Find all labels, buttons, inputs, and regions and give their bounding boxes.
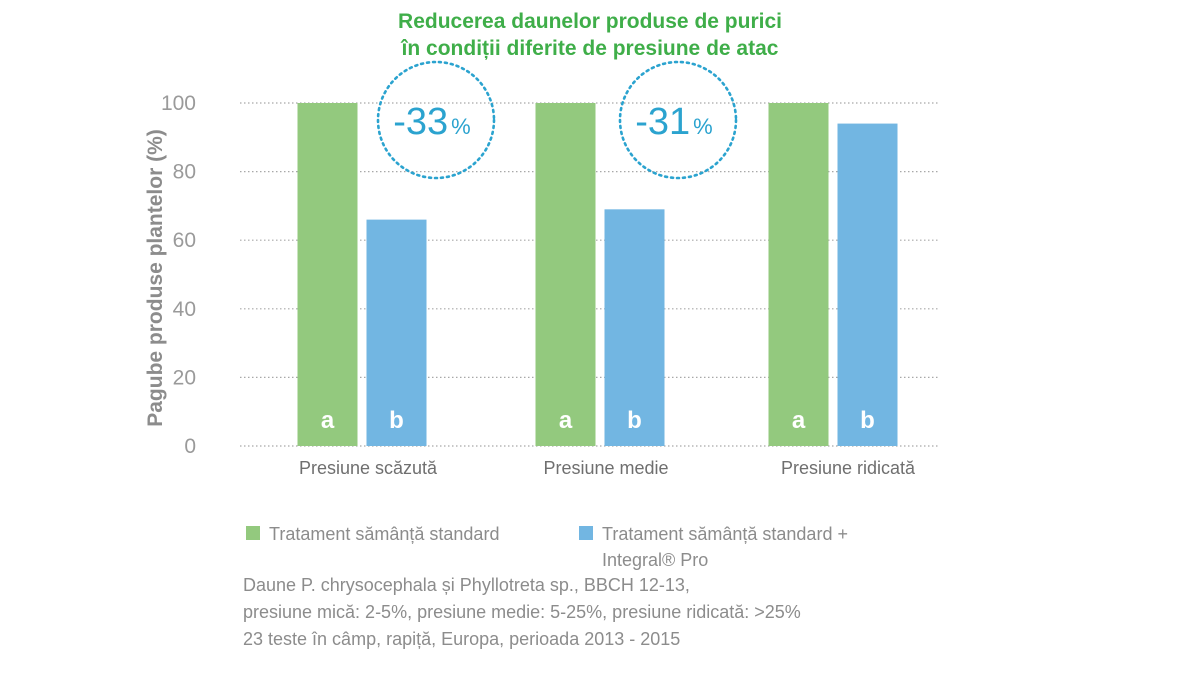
reduction-circle-0 xyxy=(376,60,496,180)
bar-letter-standard-2: a xyxy=(792,407,806,434)
bar-letter-integral-0: b xyxy=(389,407,404,434)
chart-title-line-1: Reducerea daunelor produse de purici xyxy=(398,10,782,33)
footnote-line-1: Daune P. chrysocephala și Phyllotreta sp… xyxy=(243,575,690,595)
bar-standard-1 xyxy=(535,103,596,446)
y-tick-60: 60 xyxy=(173,229,196,252)
y-axis-ticks: 0 20 40 60 80 100 xyxy=(161,92,196,458)
footnote-line-2: presiune mică: 2-5%, presiune medie: 5-2… xyxy=(243,602,801,622)
y-tick-40: 40 xyxy=(173,298,196,321)
bar-letter-integral-2: b xyxy=(860,407,875,434)
legend-label-standard: Tratament sămânță standard xyxy=(269,524,499,544)
footnote-line-3: 23 teste în câmp, rapiță, Europa, perioa… xyxy=(243,629,680,649)
y-tick-80: 80 xyxy=(173,161,196,184)
chart-title-line-2: în condiții diferite de presiune de atac xyxy=(401,37,779,60)
bar-letter-integral-1: b xyxy=(627,407,642,434)
footnotes: Daune P. chrysocephala și Phyllotreta sp… xyxy=(243,575,801,649)
reduction-annotations: -33% -31% xyxy=(376,60,738,180)
reduction-value-0: -33% xyxy=(393,101,470,143)
y-tick-0: 0 xyxy=(184,435,196,458)
bar-integral-1 xyxy=(604,209,665,446)
legend-label-integral-line-2: Integral® Pro xyxy=(602,550,708,570)
y-tick-100: 100 xyxy=(161,92,196,115)
x-axis-categories: Presiune scăzută Presiune medie Presiune r… xyxy=(299,458,916,478)
bar-integral-0 xyxy=(366,219,427,446)
bar-standard-2 xyxy=(768,103,829,446)
bar-integral-2 xyxy=(837,123,898,446)
legend-label-integral-line-1: Tratament sămânță standard + xyxy=(602,524,848,544)
bar-standard-0 xyxy=(297,103,358,446)
legend-swatch-integral xyxy=(579,526,593,540)
category-label-1: Presiune medie xyxy=(543,458,668,478)
category-label-0: Presiune scăzută xyxy=(299,458,438,478)
category-label-2: Presiune ridicată xyxy=(781,458,916,478)
legend: Tratament sămânță standard Tratament săm… xyxy=(246,524,848,570)
bar-letter-standard-1: a xyxy=(559,407,573,434)
bar-letter-standard-0: a xyxy=(321,407,335,434)
legend-swatch-standard xyxy=(246,526,260,540)
reduction-value-1: -31% xyxy=(635,101,712,143)
y-tick-20: 20 xyxy=(173,366,196,389)
y-axis-label: Pagube produse plantelor (%) xyxy=(144,129,167,427)
reduction-circle-1 xyxy=(618,60,738,180)
